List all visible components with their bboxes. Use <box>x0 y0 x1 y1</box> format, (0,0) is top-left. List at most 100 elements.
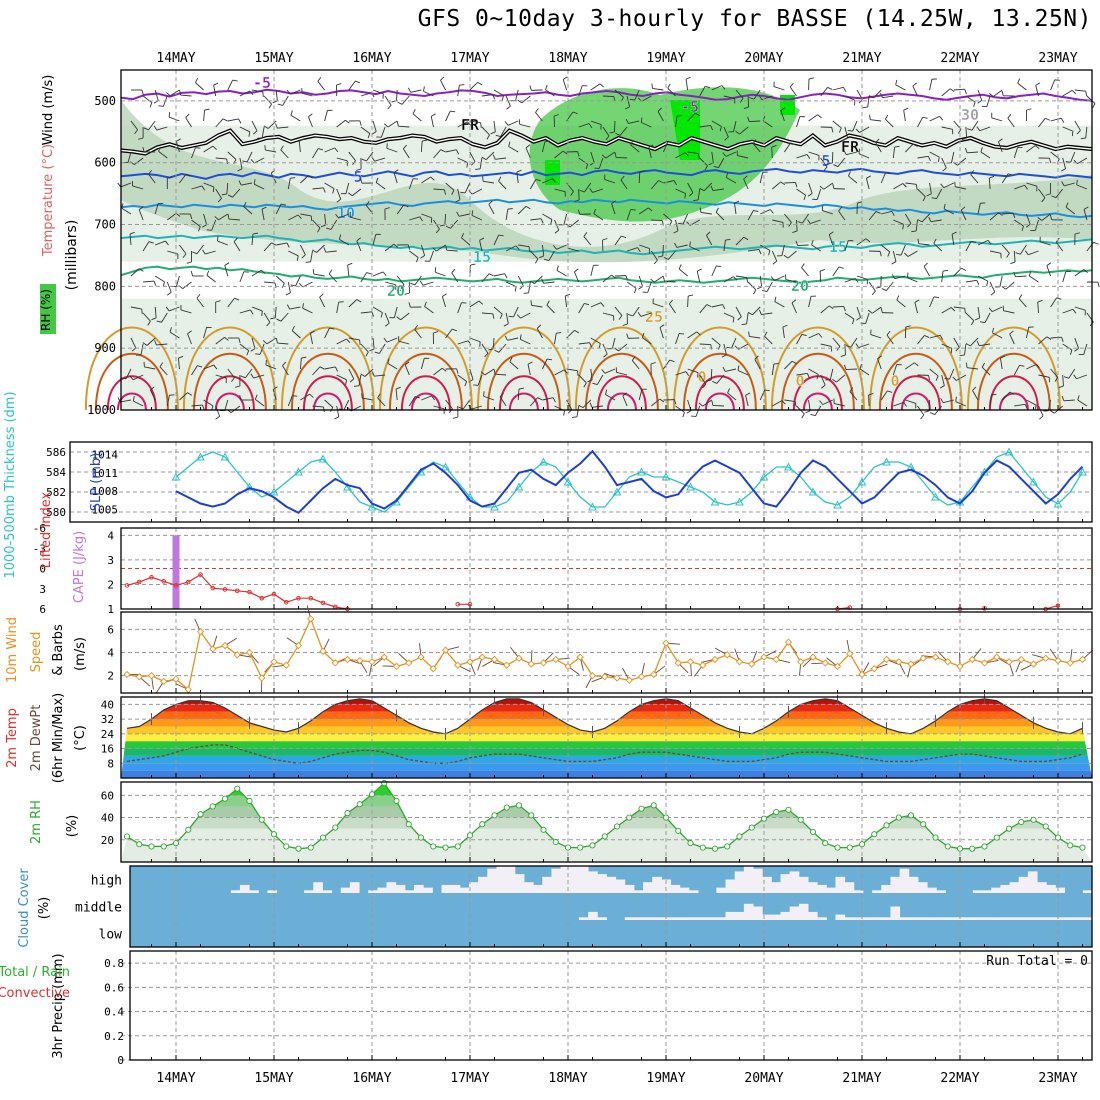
cloud-cell-middle <box>1064 917 1075 920</box>
cloud-cell-high <box>991 887 1001 893</box>
wind-barb-flag <box>402 144 407 150</box>
wind-barb <box>409 250 419 258</box>
wind-barb <box>507 120 519 126</box>
wind-barb <box>759 389 766 401</box>
wind-barb <box>998 141 1003 153</box>
wind-barb-flag <box>706 379 712 382</box>
wind-barb-flag <box>940 183 945 188</box>
temp-band <box>121 748 1092 756</box>
wind-barb-flag <box>253 179 256 185</box>
wind-barb-flag <box>224 262 230 266</box>
wind-barb <box>852 120 858 132</box>
wind-barb-flag <box>733 276 738 281</box>
wind-barb <box>312 187 324 190</box>
wind-barb-flag <box>741 323 747 325</box>
wind-barb <box>227 297 235 308</box>
wind-barb <box>614 89 624 98</box>
wind-barb-flag <box>419 216 423 222</box>
wind-barb-flag <box>422 139 428 142</box>
wind-barb-flag <box>215 415 220 420</box>
wind-barb-flag <box>801 263 805 268</box>
wind-barb <box>143 280 155 283</box>
wind-barb <box>780 110 785 122</box>
cloud-cell-high <box>881 884 891 893</box>
wind-barb <box>905 362 915 370</box>
wind-barb-flag <box>132 396 135 402</box>
wind-barb <box>675 405 685 413</box>
wind-barb <box>546 304 555 314</box>
wind-barb <box>832 305 844 308</box>
wind-barb-flag <box>827 87 833 90</box>
wind-barb <box>227 151 237 160</box>
wind-barb-flag <box>490 131 496 135</box>
wind-barb-flag <box>1050 214 1053 220</box>
wind-barb-flag <box>1024 184 1028 190</box>
wind-barb <box>215 157 227 160</box>
cloud-cell-middle <box>643 917 653 920</box>
wind-barb-flag <box>912 143 918 147</box>
wind-barb-flag <box>1065 202 1069 208</box>
lifted-index-tick-label: 6 <box>39 603 46 616</box>
rh-point <box>760 815 768 822</box>
rh-legend-swatch <box>40 284 56 334</box>
wind-barb-flag <box>234 297 240 301</box>
wind-barb <box>796 153 808 159</box>
thickness-point <box>710 497 720 506</box>
wind-speed-point <box>307 615 315 623</box>
wind-barb-flag <box>903 402 907 407</box>
wind-barb <box>387 120 398 128</box>
wind-barb <box>348 80 356 91</box>
wind-barb-flag <box>891 211 895 216</box>
wind-barb <box>1029 275 1039 283</box>
cloud-cell-high <box>982 890 992 893</box>
wind-barb-flag <box>862 106 868 109</box>
slp-tick-label: 1008 <box>92 485 119 498</box>
wind-barb-flag <box>601 369 606 374</box>
cloud-cell-high <box>597 874 607 893</box>
wind-barb-flag <box>852 319 855 325</box>
wind-barb <box>723 343 727 355</box>
wind-barb <box>317 81 325 91</box>
wind-barb <box>336 157 348 162</box>
wind-barb-flag <box>1039 415 1044 420</box>
wind-barb-flag <box>939 116 944 121</box>
wind-barb-flag <box>927 156 931 162</box>
wind-speed-point <box>637 673 646 681</box>
wind-barb-flag <box>986 281 989 287</box>
wind-barb <box>726 177 737 184</box>
wind-barb <box>663 359 671 370</box>
wind-barb <box>859 126 870 133</box>
wind-barb <box>638 207 649 215</box>
temp-bands <box>121 698 1092 778</box>
wind-barb <box>796 219 798 232</box>
wind-barb <box>654 275 664 283</box>
wind-barb <box>372 306 383 314</box>
lifted-index-point <box>467 601 473 607</box>
wind-barb <box>808 399 811 411</box>
cloud-cell-high <box>414 884 424 893</box>
surface-temp-contour <box>204 375 255 411</box>
wind-barb <box>191 365 198 376</box>
wind-barb <box>280 312 289 322</box>
wind-barb <box>953 88 965 91</box>
wind-barb-flag <box>535 179 541 182</box>
wind-barb <box>880 172 886 184</box>
rh-point <box>381 780 388 787</box>
wind-barb <box>336 338 347 345</box>
wind-barb-flag <box>743 106 749 109</box>
wind-barb <box>436 244 446 252</box>
wind-barb-flag <box>788 222 792 227</box>
wind-barb <box>1062 308 1074 314</box>
wind-barb <box>336 302 340 314</box>
wind-barb <box>917 117 924 128</box>
thickness-tick-label: 582 <box>46 486 66 499</box>
rh-point <box>479 821 486 828</box>
isotherm-5 <box>120 167 1093 180</box>
cloud-cell-high <box>505 866 516 893</box>
wind-barb-flag <box>365 201 370 206</box>
cloud-cell-high <box>743 866 754 893</box>
pressure-tick-label: 800 <box>94 279 116 293</box>
wind-barb-flag <box>724 136 729 141</box>
wind-speed-point <box>1029 660 1038 668</box>
wind-barb-flag <box>317 77 322 82</box>
